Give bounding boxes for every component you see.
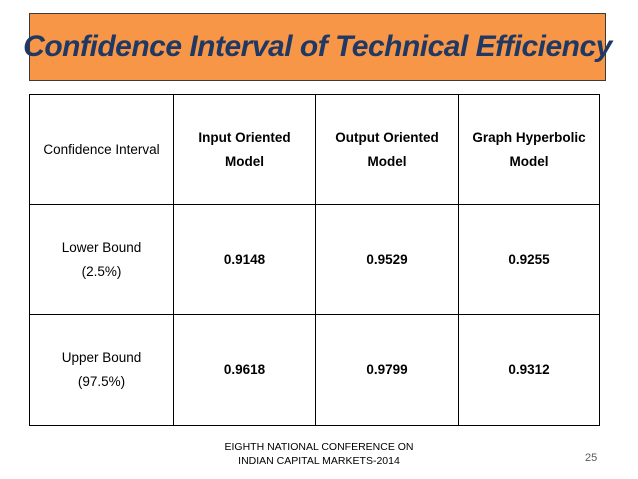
corner-header-cell: Confidence Interval <box>29 94 174 205</box>
value-cell: 0.9148 <box>173 204 316 315</box>
row-label-line: (97.5%) <box>77 374 126 389</box>
column-header-line: Model <box>509 153 549 169</box>
table-row-lower-bound: Lower Bound (2.5%) 0.9148 0.9529 0.9255 <box>29 204 600 315</box>
column-header-graph-hyperbolic: Graph Hyperbolic Model <box>458 94 600 205</box>
row-label-upper-bound: Upper Bound (97.5%) <box>29 314 174 426</box>
column-header-output-oriented: Output Oriented Model <box>315 94 459 205</box>
column-header-line: Model <box>225 153 264 169</box>
footer-line: EIGHTH NATIONAL CONFERENCE ON <box>224 441 414 453</box>
row-label-line: Upper Bound <box>61 350 142 365</box>
column-header-input-oriented: Input Oriented Model <box>173 94 316 205</box>
table-row-upper-bound: Upper Bound (97.5%) 0.9618 0.9799 0.9312 <box>29 314 600 426</box>
value-cell: 0.9799 <box>315 314 459 426</box>
title-banner: Confidence Interval of Technical Efficie… <box>23 13 612 81</box>
table-header-row: Confidence Interval Input Oriented Model… <box>29 94 600 205</box>
column-header-line: Output Oriented <box>335 129 439 145</box>
row-label-line: Lower Bound <box>61 239 142 255</box>
page-number: 25 <box>585 452 598 464</box>
row-label-lower-bound: Lower Bound (2.5%) <box>29 204 174 315</box>
value-cell: 0.9529 <box>315 204 459 315</box>
value-cell: 0.9255 <box>458 204 600 315</box>
confidence-interval-table: Confidence Interval Input Oriented Model… <box>29 94 600 426</box>
corner-header-label: Confidence Interval <box>43 141 160 157</box>
row-label-line: (2.5%) <box>81 263 122 279</box>
column-header-line: Graph Hyperbolic <box>472 129 586 145</box>
footer-line: INDIAN CAPITAL MARKETS-2014 <box>238 455 400 467</box>
value-cell: 0.9312 <box>458 314 600 426</box>
column-header-line: Model <box>367 153 407 169</box>
slide-footer: EIGHTH NATIONAL CONFERENCE ON INDIAN CAP… <box>0 440 638 468</box>
slide-title: Confidence Interval of Technical Efficie… <box>23 30 612 63</box>
column-header-line: Input Oriented <box>198 129 291 145</box>
value-cell: 0.9618 <box>173 314 316 426</box>
